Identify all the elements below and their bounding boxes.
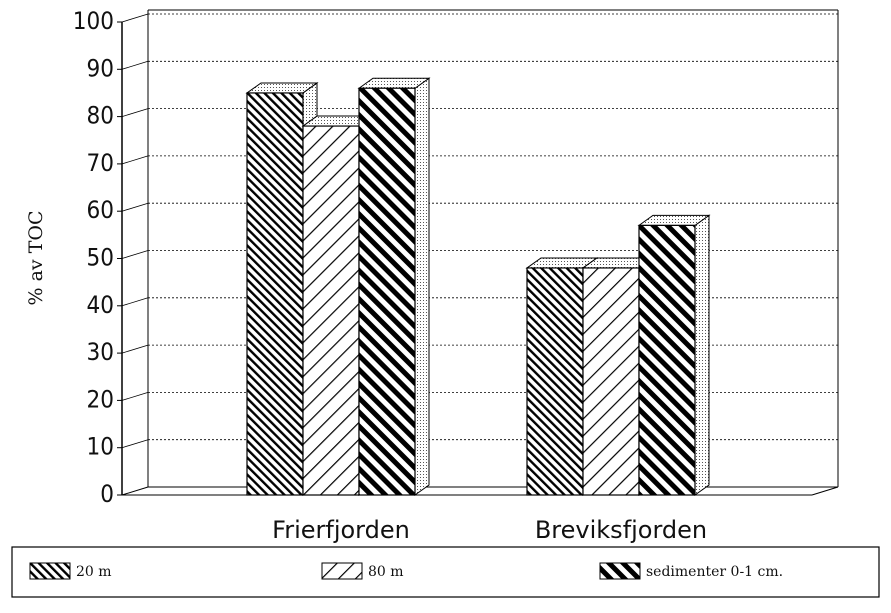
bar-side	[414, 77, 430, 496]
grid-depth	[121, 250, 149, 259]
plot: 0 10 20 30 40 50 60 70 80 90 100 Frierfjorden Brevik…	[73, 7, 839, 544]
legend-box	[11, 546, 880, 598]
bar-front	[582, 267, 640, 496]
grid-depth	[121, 392, 149, 401]
grid-depth	[121, 155, 149, 165]
legend-swatch	[599, 562, 641, 580]
y-tick-label: 30	[87, 338, 114, 366]
bar-side	[694, 214, 710, 496]
bar-front	[526, 267, 584, 496]
bar	[637, 214, 711, 496]
legend-swatch	[321, 562, 363, 580]
y-tick-label: 20	[87, 385, 114, 413]
y-axis-label: % av TOC	[25, 211, 47, 306]
legend-label: 20 m	[76, 564, 112, 580]
bar-front	[246, 92, 304, 496]
bar-front	[358, 87, 416, 496]
grid-depth	[121, 202, 149, 212]
y-tick-label: 40	[87, 291, 114, 319]
grid-depth	[121, 439, 149, 449]
legend-label: sedimenter 0-1 cm.	[646, 564, 783, 580]
bar	[357, 77, 431, 496]
y-tick-label: 70	[87, 149, 114, 177]
y-tick-label: 0	[100, 480, 114, 508]
y-tick-label: 50	[87, 244, 114, 272]
x-tick-label: Breviksfjorden	[535, 516, 707, 544]
bar-front	[302, 125, 360, 496]
floor-right	[811, 486, 839, 496]
legend-label: 80 m	[368, 564, 404, 580]
grid-depth	[121, 108, 149, 117]
x-tick-label: Frierfjorden	[272, 516, 410, 544]
bar-front	[638, 224, 696, 496]
y-tick-label: 90	[87, 54, 114, 82]
grid-depth	[121, 13, 149, 23]
legend-swatch	[29, 562, 71, 580]
grid-depth	[121, 297, 149, 307]
floor-left	[121, 486, 149, 496]
y-tick-label: 80	[87, 102, 114, 130]
grid-depth	[121, 344, 149, 354]
y-tick-label: 10	[87, 433, 114, 461]
y-tick-label: 100	[73, 7, 114, 35]
y-tick-label: 60	[87, 196, 114, 224]
grid-depth	[121, 60, 149, 70]
